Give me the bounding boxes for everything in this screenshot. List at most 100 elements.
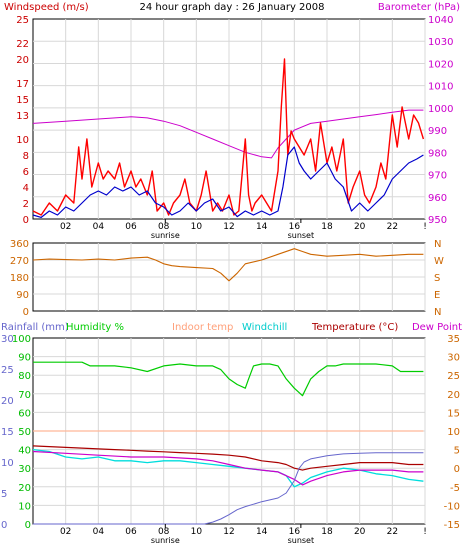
y-tick-label-temperature: 30 [447, 353, 460, 364]
legend-temperature: Temperature (°C) [311, 322, 398, 333]
legend-windchill: Windchill [242, 322, 287, 333]
y-tick-label-humidity: 60 [18, 408, 31, 419]
x-tick-label: 04 [93, 222, 105, 232]
series-rainfall [33, 452, 424, 525]
y-tick-label-temperature: 25 [447, 371, 460, 382]
y-tick-label-humidity: 10 [18, 501, 31, 512]
x-tick-label: 08 [158, 222, 170, 232]
y-tick-label-direction: 360 [10, 239, 29, 250]
x-tick-label: 02 [60, 527, 71, 537]
y-tick-label-wind: 17 [16, 79, 29, 90]
y-tick-label-temperature: 35 [447, 334, 460, 345]
y-tick-label-wind: 4 [23, 183, 29, 194]
legend-rainfall: Rainfall (mm) [1, 322, 69, 333]
y-tick-label-wind: 8 [23, 151, 29, 162]
y-tick-label-temperature: -15 [444, 520, 460, 531]
y-tick-label-compass: N [434, 307, 441, 318]
y-tick-label-wind: 22 [16, 39, 29, 50]
y-tick-label-wind: 0 [23, 215, 29, 226]
y-tick-label-barometer: 980 [428, 148, 447, 159]
x-tick-label: 08 [158, 527, 170, 537]
x-tick-label: 06 [125, 527, 137, 537]
y-tick-label-rainfall: 0 [1, 520, 7, 531]
x-tick-label: 16 [289, 222, 301, 232]
wind-axis-title: Windspeed (m/s) [4, 2, 89, 13]
y-tick-label-wind: 6 [23, 167, 29, 178]
y-tick-label-wind: 2 [23, 199, 29, 210]
x-tick-label: 14 [256, 527, 268, 537]
y-tick-label-rainfall: 25 [1, 365, 14, 376]
x-tick-label: ! [423, 527, 427, 537]
y-tick-label-compass: E [434, 290, 440, 301]
y-tick-label-barometer: 960 [428, 193, 447, 204]
legend-indoor-temp: Indoor temp [172, 322, 233, 333]
sunset-label: sunset [288, 536, 315, 545]
y-tick-label-barometer: 1040 [428, 15, 453, 26]
rain-humidity-temperature-panel: 0510152025300102030405060708090100-15-10… [1, 334, 460, 545]
series-barometer [32, 109, 424, 159]
x-tick-label: 22 [387, 527, 398, 537]
y-tick-label-barometer: 950 [428, 215, 447, 226]
y-tick-label-direction: 180 [10, 273, 29, 284]
legend-row: Rainfall (mm) Humidity % Indoor temp Win… [1, 322, 462, 333]
y-tick-label-rainfall: 15 [1, 427, 14, 438]
x-tick-label: 20 [354, 222, 366, 232]
sunrise-label: sunrise [151, 231, 180, 240]
y-tick-label-rainfall: 20 [1, 396, 14, 407]
y-tick-label-barometer: 970 [428, 171, 447, 182]
series-temperature [32, 445, 424, 471]
series-wind-direction [32, 248, 424, 282]
y-tick-label-rainfall: 10 [1, 458, 14, 469]
y-tick-label-compass: W [434, 256, 444, 267]
x-tick-label: 18 [321, 222, 333, 232]
y-tick-label-barometer: 1020 [428, 59, 453, 70]
x-tick-label: 18 [321, 527, 333, 537]
x-tick-label: ! [423, 222, 427, 232]
legend-humidity: Humidity % [66, 322, 124, 333]
y-tick-label-temperature: 0 [454, 464, 460, 475]
x-tick-label: 04 [93, 527, 105, 537]
x-tick-label: 16 [289, 527, 301, 537]
series-wind [32, 146, 424, 218]
y-tick-label-humidity: 90 [18, 353, 31, 364]
y-tick-label-barometer: 1030 [428, 37, 453, 48]
chart-title: 24 hour graph day : 26 January 2008 [140, 2, 325, 13]
x-tick-label: 10 [191, 527, 203, 537]
y-tick-label-humidity: 80 [18, 371, 31, 382]
series-dewpoint [32, 450, 424, 486]
y-tick-label-temperature: 5 [454, 446, 460, 457]
y-tick-label-temperature: -10 [444, 501, 460, 512]
y-tick-label-rainfall: 5 [1, 489, 7, 500]
y-tick-label-temperature: 20 [447, 390, 460, 401]
x-tick-label: 12 [223, 527, 234, 537]
x-tick-label: 12 [223, 222, 234, 232]
x-tick-label: 14 [256, 222, 268, 232]
y-tick-label-humidity: 100 [12, 334, 31, 345]
series-humidity [33, 361, 424, 397]
wind-barometer-panel: 0246810131517202225950960970980990100010… [16, 15, 453, 240]
y-tick-label-compass: N [434, 239, 441, 250]
y-tick-label-wind: 15 [16, 95, 29, 106]
y-tick-label-rainfall: 30 [1, 334, 14, 345]
y-tick-label-wind: 20 [16, 55, 29, 66]
y-tick-label-compass: S [434, 273, 440, 284]
y-tick-label-barometer: 1000 [428, 104, 453, 115]
y-tick-label-temperature: 10 [447, 427, 460, 438]
x-tick-label: 22 [387, 222, 398, 232]
y-tick-label-barometer: 1010 [428, 82, 453, 93]
x-tick-label: 06 [125, 222, 137, 232]
y-tick-label-temperature: 15 [447, 408, 460, 419]
y-tick-label-direction: 0 [23, 307, 29, 318]
y-tick-label-wind: 13 [16, 111, 29, 122]
legend-dew-point: Dew Point [412, 322, 462, 333]
y-tick-label-humidity: 50 [18, 427, 31, 438]
y-tick-label-humidity: 30 [18, 464, 31, 475]
y-tick-label-wind: 25 [16, 15, 29, 26]
y-tick-label-humidity: 20 [18, 483, 31, 494]
barometer-axis-title: Barometer (hPa) [378, 2, 460, 13]
x-tick-label: 02 [60, 222, 71, 232]
y-tick-label-humidity: 70 [18, 390, 31, 401]
y-tick-label-wind: 10 [16, 135, 29, 146]
